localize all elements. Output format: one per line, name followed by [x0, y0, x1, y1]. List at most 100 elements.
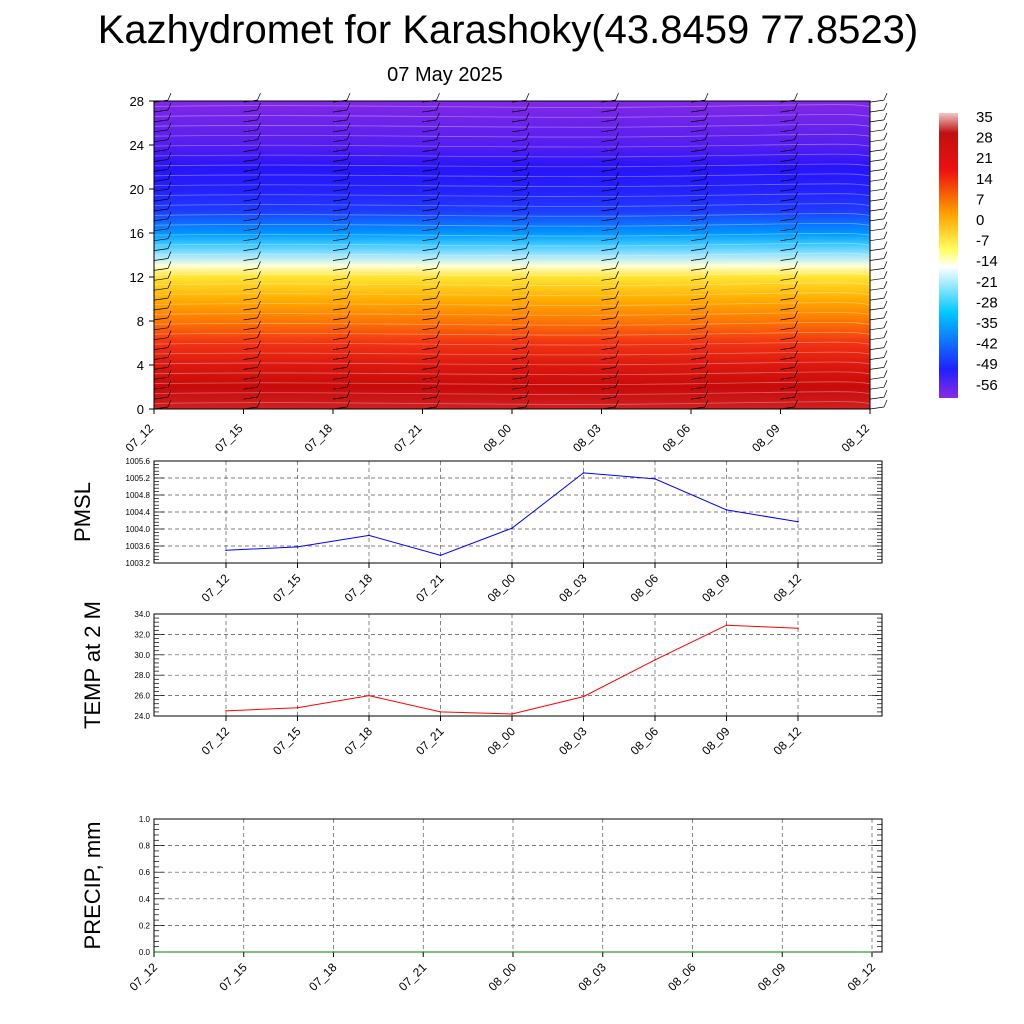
wind-barb [243, 251, 261, 261]
wind-barb [780, 261, 798, 271]
contour-line [153, 381, 871, 385]
contour-line [153, 302, 871, 306]
wind-barb [780, 360, 798, 370]
wind-barb [690, 152, 709, 162]
wind-barb [422, 221, 440, 232]
wind-barb [869, 340, 888, 350]
colorbar-label: -28 [976, 294, 998, 311]
wind-barb [153, 281, 172, 291]
wind-barb [243, 281, 261, 291]
y-tick-label: 12 [130, 270, 144, 285]
wind-barb [332, 350, 351, 360]
y-tick-label: 24 [130, 138, 144, 153]
wind-barb [511, 162, 530, 172]
data-point [601, 951, 604, 953]
wind-barb [511, 389, 530, 400]
wind-barb [153, 300, 172, 311]
wind-barb [243, 182, 261, 192]
wind-barb [153, 389, 172, 400]
wind-barb [601, 320, 619, 331]
y-tick-label: 0.0 [139, 948, 151, 957]
wind-barb [601, 340, 619, 350]
colorbar-scale [939, 113, 958, 398]
x-tick-label: 07_15 [212, 421, 246, 455]
wind-barb [601, 201, 619, 212]
wind-barb [243, 191, 261, 202]
wind-barb [869, 370, 888, 380]
wind-barb [601, 350, 619, 360]
wind-barb [243, 132, 261, 143]
wind-barb [422, 300, 440, 311]
wind-barb [153, 122, 172, 133]
wind-barb [153, 231, 172, 242]
y-tick-label: 1003.6 [126, 542, 151, 551]
data-point [422, 951, 425, 953]
wind-barb [153, 241, 172, 251]
contour-line [153, 272, 871, 277]
wind-barb [422, 350, 440, 360]
wind-barb [422, 290, 440, 301]
data-point [781, 951, 784, 953]
wind-barb [332, 142, 351, 152]
heatmap-y-axis: 0 4 8 12 16 20 24 28 [130, 94, 154, 417]
wind-barb [153, 370, 172, 380]
contour-line [153, 213, 871, 217]
wind-barb [690, 271, 709, 281]
wind-barb [601, 380, 619, 390]
x-tick-label: 07_18 [306, 960, 340, 994]
wind-barb [869, 261, 888, 271]
data-point [296, 546, 299, 548]
wind-barb [511, 320, 530, 331]
wind-barb [601, 271, 619, 281]
wind-barb [511, 281, 530, 291]
wind-barb [690, 330, 709, 341]
wind-barb [511, 271, 530, 281]
data-point [582, 695, 585, 698]
wind-barb [153, 310, 172, 321]
x-tick-label: 07_21 [396, 960, 430, 994]
wind-barb [153, 132, 172, 143]
wind-barb [780, 191, 798, 202]
wind-barb [511, 152, 530, 162]
x-tick-label: 08_12 [845, 960, 879, 994]
wind-barb [332, 320, 351, 331]
wind-barb [869, 360, 888, 370]
wind-barb [780, 211, 798, 222]
wind-barb [332, 310, 351, 321]
wind-barb [690, 201, 709, 212]
data-point [242, 951, 245, 953]
wind-barb [869, 201, 888, 212]
wind-barb [601, 191, 619, 202]
data-point [691, 951, 694, 953]
wind-barb [332, 152, 351, 162]
wind-barb [243, 320, 261, 331]
wind-barb [153, 112, 172, 123]
wind-barb [869, 281, 888, 291]
wind-barb [422, 389, 440, 400]
data-point [368, 694, 370, 697]
wind-barb [332, 122, 351, 133]
wind-barb [511, 142, 530, 152]
y-tick-label: 1004.0 [126, 525, 151, 534]
wind-barb [332, 201, 351, 212]
wind-barb [869, 92, 888, 103]
wind-barb [601, 182, 619, 192]
contour-line [153, 193, 871, 197]
wind-barb [690, 162, 709, 172]
contour-line [153, 371, 871, 376]
panel-frame [153, 818, 883, 953]
y-tick-label: 0.8 [139, 842, 151, 851]
data-point [797, 520, 799, 523]
wind-barb [690, 261, 709, 271]
data-point [511, 713, 513, 715]
contour-line [153, 124, 871, 128]
data-point [582, 472, 585, 474]
wind-barb [601, 330, 619, 341]
colorbar-label: -35 [976, 315, 998, 332]
contour-line [153, 104, 871, 108]
wind-barb [869, 172, 888, 182]
wind-barb [511, 112, 530, 123]
y-tick-label: 16 [130, 226, 144, 241]
wind-barb [332, 221, 351, 232]
